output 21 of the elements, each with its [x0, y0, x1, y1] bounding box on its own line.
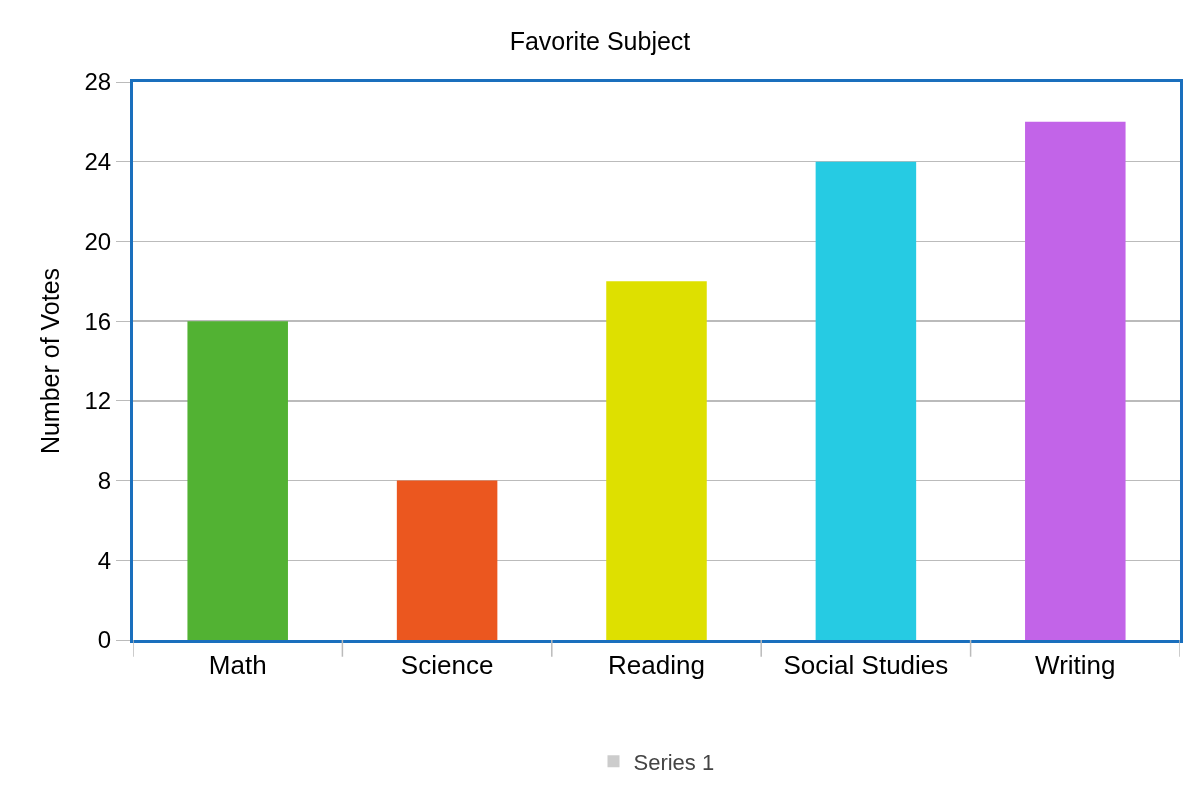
y-tick-label: 4	[97, 546, 112, 574]
bar	[396, 480, 498, 640]
chart-title: Favorite Subject	[509, 26, 691, 55]
y-tick-label: 20	[84, 227, 112, 255]
bar	[1025, 121, 1126, 640]
bar	[187, 321, 288, 640]
y-tick-label: 24	[84, 148, 112, 176]
x-tick-label: Science	[400, 650, 494, 681]
x-tick-label: Writing	[1035, 650, 1116, 681]
y-tick-label: 8	[97, 466, 112, 494]
x-tick-label: Math	[208, 650, 267, 681]
y-tick-label: 0	[97, 626, 112, 654]
y-tick-label: 16	[84, 307, 112, 335]
x-tick-label: Social Studies	[783, 650, 949, 681]
bar	[815, 161, 917, 640]
x-tick-label: Reading	[608, 650, 705, 681]
text: Series 1	[633, 749, 715, 775]
y-axis-title: Number of Votes	[36, 267, 65, 455]
bar	[606, 281, 707, 640]
y-tick-label: 12	[84, 387, 112, 415]
y-tick-label: 28	[84, 68, 112, 96]
